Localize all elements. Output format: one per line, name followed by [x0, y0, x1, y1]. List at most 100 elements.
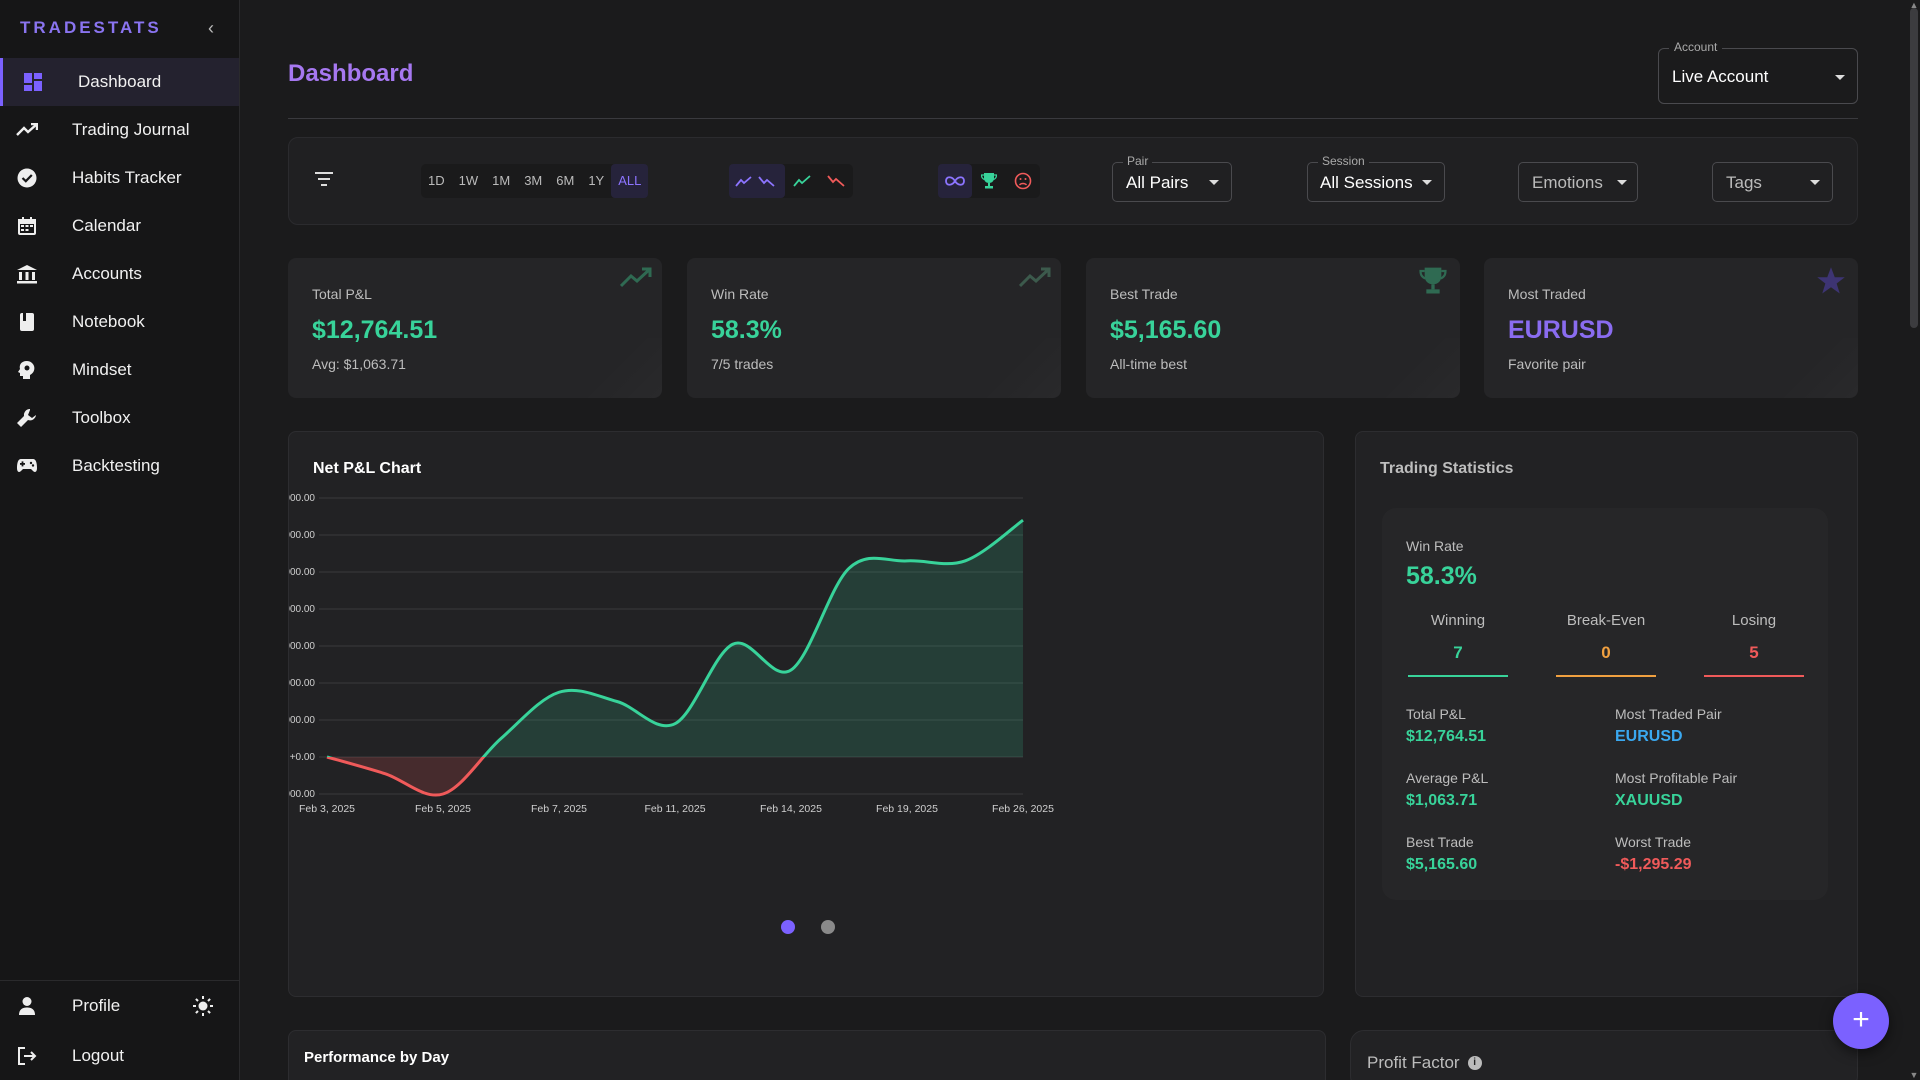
total-pl-stat: Total P&L $12,764.51 — [1406, 706, 1486, 746]
sidebar-item-label: Toolbox — [72, 408, 131, 427]
tags-select[interactable]: Tags — [1712, 162, 1833, 202]
chevron-down-icon — [1617, 180, 1627, 185]
breakeven-stat: Break-Even 0 — [1556, 612, 1656, 677]
worst-trade-label: Worst Trade — [1615, 834, 1691, 850]
range-6m-button[interactable]: 6M — [556, 173, 575, 188]
short-filter-button[interactable] — [819, 164, 853, 198]
winning-stat: Winning 7 — [1408, 612, 1508, 677]
most-profitable-stat: Most Profitable Pair XAUUSD — [1615, 770, 1737, 810]
session-value: All Sessions — [1320, 173, 1413, 192]
page-scrollbar[interactable]: ▲ ▼ — [1908, 0, 1920, 1080]
chart-page-dot[interactable] — [781, 920, 795, 934]
best-trade-value: $5,165.60 — [1406, 856, 1478, 873]
panel-title: Trading Statistics — [1380, 460, 1514, 477]
sidebar-item-profile[interactable]: Profile — [0, 981, 239, 1031]
chart-page-dot[interactable] — [821, 920, 835, 934]
profit-factor-panel: Profit Factor i — [1350, 1030, 1858, 1080]
add-trade-button[interactable]: + — [1833, 993, 1889, 1049]
trend-up-icon — [1018, 266, 1051, 298]
stat-card-best-trade: Best Trade $5,165.60 All-time best — [1086, 258, 1460, 398]
trend-down-icon — [827, 175, 845, 187]
bank-icon — [16, 263, 38, 285]
sidebar-item-notebook[interactable]: Notebook — [0, 298, 239, 346]
y-tick-label: +2000.00 — [289, 715, 315, 726]
performance-by-day-panel: Performance by Day — [288, 1030, 1326, 1080]
pair-label: Pair — [1123, 154, 1153, 168]
long-filter-button[interactable] — [785, 164, 819, 198]
sidebar-item-label: Calendar — [72, 216, 141, 235]
chart-pagination — [781, 920, 835, 934]
sidebar-item-dashboard[interactable]: Dashboard — [0, 58, 239, 106]
losing-label: Losing — [1731, 612, 1777, 629]
y-tick-label: +4000.00 — [289, 678, 315, 689]
sidebar-item-habits-tracker[interactable]: Habits Tracker — [0, 154, 239, 202]
range-1m-button[interactable]: 1M — [492, 173, 511, 188]
theme-toggle-sun-icon[interactable] — [192, 995, 214, 1017]
winning-label: Winning — [1430, 612, 1486, 629]
sidebar-item-label: Dashboard — [78, 72, 162, 91]
y-tick-label: +6000.00 — [289, 641, 315, 652]
trend-up-icon — [793, 175, 811, 187]
x-tick-label: Feb 26, 2025 — [992, 803, 1054, 815]
x-tick-label: Feb 19, 2025 — [876, 803, 938, 815]
sidebar-item-trading-journal[interactable]: Trading Journal — [0, 106, 239, 154]
outcome-filter-group — [938, 164, 1040, 198]
stat-label: Best Trade — [1110, 286, 1178, 302]
sidebar-item-label: Mindset — [72, 360, 132, 379]
sidebar-item-label: Notebook — [72, 312, 145, 331]
sidebar-item-calendar[interactable]: Calendar — [0, 202, 239, 250]
range-3m-button[interactable]: 3M — [524, 173, 543, 188]
chevron-down-icon — [1810, 180, 1820, 185]
all-outcomes-button[interactable] — [938, 164, 972, 198]
stat-label: Most Traded — [1508, 286, 1586, 302]
all-directions-button[interactable] — [729, 164, 785, 198]
panel-title: Profit Factor i — [1367, 1053, 1482, 1073]
stats-card: Win Rate 58.3% Winning 7 Break-Even 0 Lo… — [1382, 508, 1828, 900]
y-tick-label: +10000.00 — [289, 567, 315, 578]
net-pl-chart-panel: Net P&L Chart +14000.00 +12000.00 +10000.0… — [288, 431, 1324, 997]
sidebar-item-label: Accounts — [72, 264, 142, 283]
x-tick-label: Feb 3, 2025 — [299, 803, 355, 815]
range-1y-button[interactable]: 1Y — [588, 173, 605, 188]
x-tick-label: Feb 7, 2025 — [531, 803, 587, 815]
page-title: Dashboard — [288, 60, 414, 87]
session-select[interactable]: Session All Sessions — [1307, 154, 1445, 202]
emotions-placeholder: Emotions — [1532, 173, 1603, 192]
x-tick-label: Feb 14, 2025 — [760, 803, 822, 815]
range-all-button[interactable]: ALL — [611, 164, 649, 198]
info-icon[interactable]: i — [1467, 1056, 1482, 1070]
filter-icon[interactable] — [315, 172, 333, 188]
range-1d-button[interactable]: 1D — [428, 173, 445, 188]
scroll-thumb[interactable] — [1910, 8, 1918, 328]
x-tick-label: Feb 11, 2025 — [644, 803, 705, 815]
wins-filter-button[interactable] — [972, 164, 1006, 198]
sidebar-footer: Profile Logout — [0, 980, 239, 1080]
sidebar-item-logout[interactable]: Logout — [0, 1031, 239, 1080]
range-1w-button[interactable]: 1W — [458, 173, 479, 188]
account-select[interactable]: Account Live Account — [1658, 40, 1858, 104]
pair-select[interactable]: Pair All Pairs — [1112, 154, 1232, 202]
y-tick-label: -2000.00 — [289, 789, 315, 800]
emotions-select[interactable]: Emotions — [1518, 162, 1638, 202]
account-value: Live Account — [1672, 67, 1769, 86]
scroll-up-icon[interactable]: ▲ — [1909, 0, 1919, 10]
panel-title: Performance by Day — [304, 1049, 450, 1066]
stat-subtext: Avg: $1,063.71 — [312, 356, 406, 372]
sidebar-item-mindset[interactable]: Mindset — [0, 346, 239, 394]
average-pl-label: Average P&L — [1406, 770, 1489, 786]
scroll-down-icon[interactable]: ▼ — [1909, 1070, 1919, 1080]
tags-placeholder: Tags — [1726, 173, 1762, 192]
pl-line-negative — [326, 757, 486, 797]
sidebar-item-toolbox[interactable]: Toolbox — [0, 394, 239, 442]
trend-icon — [16, 119, 38, 141]
average-pl-value: $1,063.71 — [1406, 792, 1478, 809]
losses-filter-button[interactable] — [1006, 164, 1040, 198]
sidebar-item-backtesting[interactable]: Backtesting — [0, 442, 239, 490]
logout-icon — [16, 1045, 38, 1067]
trend-both-icon — [735, 176, 775, 187]
sidebar-item-accounts[interactable]: Accounts — [0, 250, 239, 298]
total-pl-value: $12,764.51 — [1406, 728, 1487, 745]
net-pl-chart[interactable]: +14000.00 +12000.00 +10000.00 +8000.00 +6000… — [289, 492, 1325, 892]
collapse-sidebar-button[interactable]: ‹ — [208, 18, 214, 38]
account-label: Account — [1669, 40, 1723, 54]
